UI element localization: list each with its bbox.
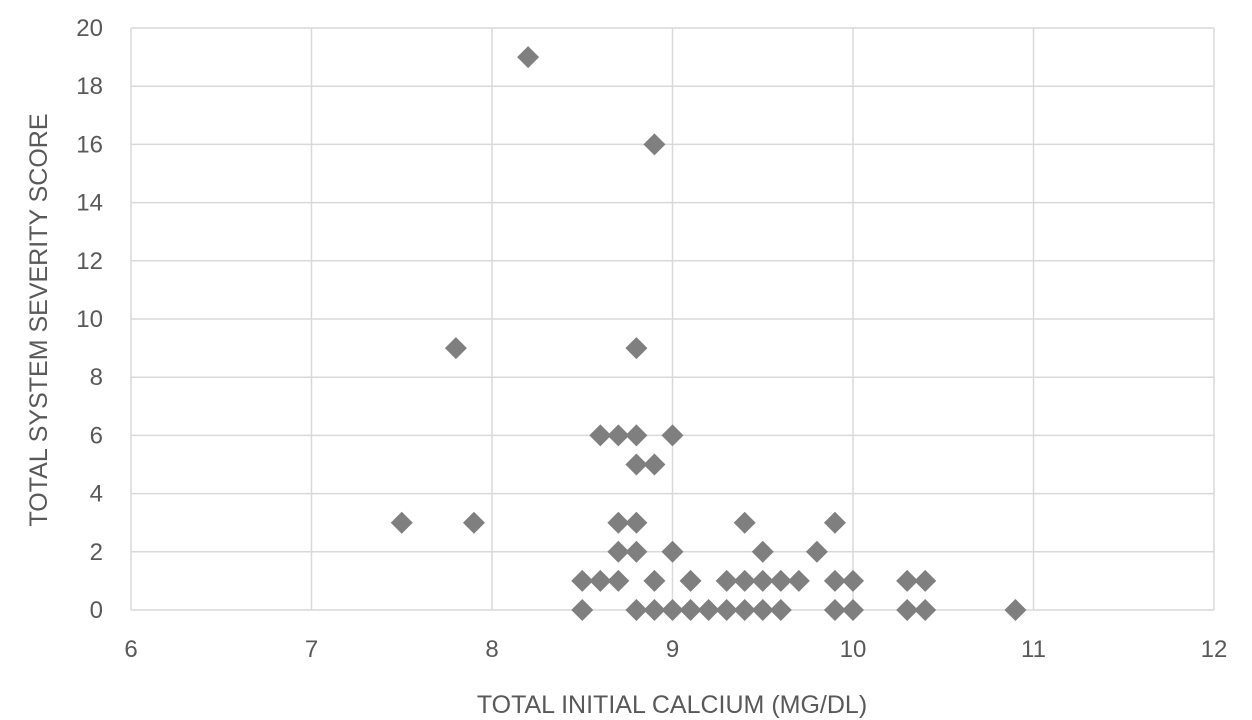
data-point xyxy=(823,511,846,534)
y-axis-title: TOTAL SYSTEM SEVERITY SCORE xyxy=(25,113,53,526)
data-point xyxy=(517,46,540,69)
data-point xyxy=(607,569,630,592)
x-tick-label: 12 xyxy=(1201,636,1228,663)
data-point xyxy=(697,599,720,621)
y-tick-label: 18 xyxy=(76,73,103,100)
data-point xyxy=(751,569,774,592)
y-tick-label: 16 xyxy=(76,131,103,158)
data-point xyxy=(896,569,919,592)
y-tick-label: 10 xyxy=(76,306,103,333)
data-point xyxy=(607,511,630,534)
data-point xyxy=(462,511,485,534)
data-point xyxy=(625,424,648,447)
data-point xyxy=(769,569,792,592)
data-point xyxy=(625,540,648,563)
data-point xyxy=(625,511,648,534)
data-point xyxy=(787,569,810,592)
x-axis-title: TOTAL INITIAL CALCIUM (MG/DL) xyxy=(477,691,867,719)
data-point xyxy=(715,599,738,621)
data-point xyxy=(842,599,864,621)
x-tick-label: 8 xyxy=(485,636,498,663)
data-point xyxy=(444,337,467,360)
data-point xyxy=(661,540,684,563)
x-tick-label: 6 xyxy=(124,636,137,663)
data-point xyxy=(679,599,702,621)
y-tick-label: 2 xyxy=(90,539,103,566)
data-point xyxy=(679,569,702,592)
data-point xyxy=(571,599,594,621)
data-point xyxy=(643,569,666,592)
data-point xyxy=(842,569,864,592)
tick-labels: 6 7 8 9 10 11 12 0 2 4 6 8 10 12 14 16 18 20 xyxy=(76,15,1227,663)
data-point xyxy=(751,599,774,621)
data-point xyxy=(625,337,648,360)
data-point xyxy=(1004,599,1027,621)
data-point xyxy=(661,424,684,447)
data-point xyxy=(733,569,756,592)
data-point xyxy=(607,540,630,563)
data-point xyxy=(823,599,846,621)
data-point xyxy=(769,599,792,621)
data-point xyxy=(823,569,846,592)
data-point xyxy=(589,424,612,447)
y-tick-label: 12 xyxy=(76,248,103,275)
data-point xyxy=(390,511,413,534)
y-tick-label: 4 xyxy=(90,481,103,508)
data-point xyxy=(715,569,738,592)
y-tick-label: 20 xyxy=(76,15,103,42)
y-tick-label: 0 xyxy=(90,597,103,624)
data-point xyxy=(914,569,937,592)
data-point xyxy=(733,599,756,621)
data-point xyxy=(643,453,666,476)
data-point xyxy=(625,453,648,476)
data-point xyxy=(625,599,648,621)
data-point xyxy=(643,599,666,621)
data-point xyxy=(914,599,937,621)
data-points xyxy=(390,46,1027,621)
y-tick-label: 6 xyxy=(90,422,103,449)
x-tick-label: 9 xyxy=(666,636,679,663)
x-tick-label: 10 xyxy=(840,636,867,663)
y-tick-label: 8 xyxy=(90,364,103,391)
data-point xyxy=(733,511,756,534)
data-point xyxy=(589,569,612,592)
data-point xyxy=(661,599,684,621)
data-point xyxy=(751,540,774,563)
data-point xyxy=(805,540,828,563)
y-tick-label: 14 xyxy=(76,190,103,217)
data-point xyxy=(643,133,666,156)
data-point xyxy=(571,569,594,592)
x-tick-label: 11 xyxy=(1021,636,1046,663)
data-point xyxy=(607,424,630,447)
gridlines xyxy=(130,27,1215,611)
x-tick-label: 7 xyxy=(305,636,318,663)
data-point xyxy=(896,599,919,621)
